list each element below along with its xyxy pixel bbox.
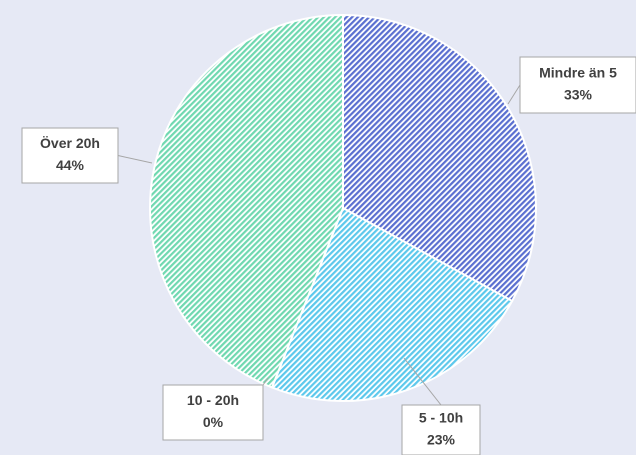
leader-line (262, 377, 269, 386)
value-label: 23% (427, 432, 456, 448)
label-box (21, 127, 119, 184)
leader-line (507, 84, 521, 105)
label-box (519, 56, 636, 114)
pie-slice (342, 13, 537, 303)
pie-slice (149, 13, 344, 389)
category-label: 5 - 10h (419, 410, 463, 426)
leader-line (117, 155, 153, 164)
label-box (162, 384, 264, 441)
value-label: 33% (564, 87, 593, 103)
leader-line (403, 357, 442, 406)
pie-slice (270, 206, 514, 402)
category-label: Över 20h (40, 135, 100, 151)
category-label: 10 - 20h (187, 392, 239, 408)
label-box (401, 404, 481, 455)
category-label: Mindre än 5 (539, 65, 617, 81)
value-label: 44% (56, 157, 85, 173)
value-label: 0% (203, 414, 224, 430)
